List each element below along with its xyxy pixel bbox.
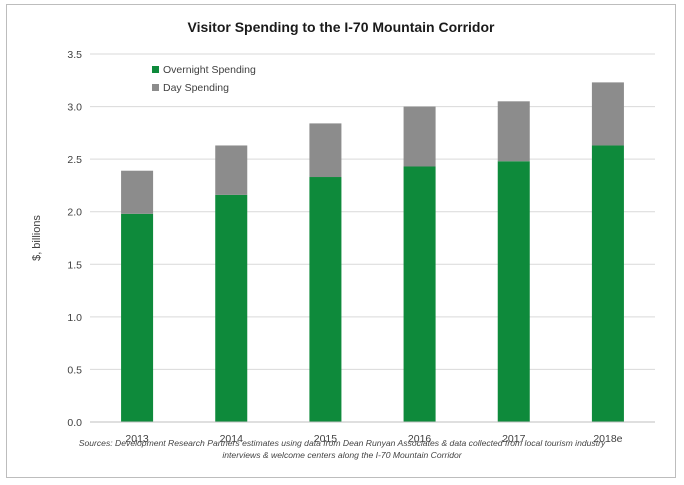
x-tick-label-2013: 2013 (125, 433, 149, 445)
bar-overnight-2018e (591, 145, 624, 422)
y-tick-label-2: 1.0 (67, 312, 82, 324)
y-tick-label-3: 1.5 (67, 259, 82, 271)
bar-day-2013 (121, 170, 154, 214)
legend-swatch-day (152, 84, 159, 91)
x-tick-label-2014: 2014 (220, 433, 244, 445)
y-tick-label-0: 0.0 (67, 417, 82, 429)
y-axis-label: $, billions (31, 215, 43, 261)
chart-title: Visitor Spending to the I-70 Mountain Co… (187, 19, 495, 35)
legend-label-overnight: Overnight Spending (163, 64, 256, 76)
bar-day-2015 (309, 123, 342, 178)
source-note-line-2: interviews & welcome centers along the I… (222, 450, 462, 460)
bar-day-2014 (215, 145, 248, 195)
bar-overnight-2014 (215, 194, 248, 422)
bar-overnight-2016 (403, 166, 436, 422)
legend-label-day: Day Spending (163, 82, 229, 94)
x-tick-label-2016: 2016 (408, 433, 432, 445)
x-tick-label-2015: 2015 (314, 433, 338, 445)
bar-overnight-2015 (309, 177, 342, 422)
y-tick-label-5: 2.5 (67, 154, 82, 166)
source-note-line-1: Sources: Development Research Partners e… (78, 438, 606, 448)
y-tick-label-6: 3.0 (67, 102, 82, 114)
bar-overnight-2013 (121, 213, 154, 422)
legend-swatch-overnight (152, 66, 159, 73)
x-tick-label-2018e: 2018e (593, 433, 622, 445)
bar-day-2016 (403, 106, 436, 167)
y-tick-label-7: 3.5 (67, 49, 82, 61)
legend: Overnight Spending Day Spending (152, 64, 256, 94)
x-tick-label-2017: 2017 (502, 433, 526, 445)
axes: 0.0 0.5 1.0 1.5 2.0 2.5 3.0 3.5 $, billions 2013 2… (31, 49, 655, 445)
y-tick-label-1: 0.5 (67, 364, 82, 376)
bars (121, 82, 624, 422)
bar-day-2018e (591, 82, 624, 146)
y-tick-label-4: 2.0 (67, 207, 82, 219)
bar-overnight-2017 (497, 161, 530, 422)
gridlines (90, 53, 655, 423)
source-note: Sources: Development Research Partners e… (17, 437, 667, 461)
bar-day-2017 (497, 101, 530, 162)
